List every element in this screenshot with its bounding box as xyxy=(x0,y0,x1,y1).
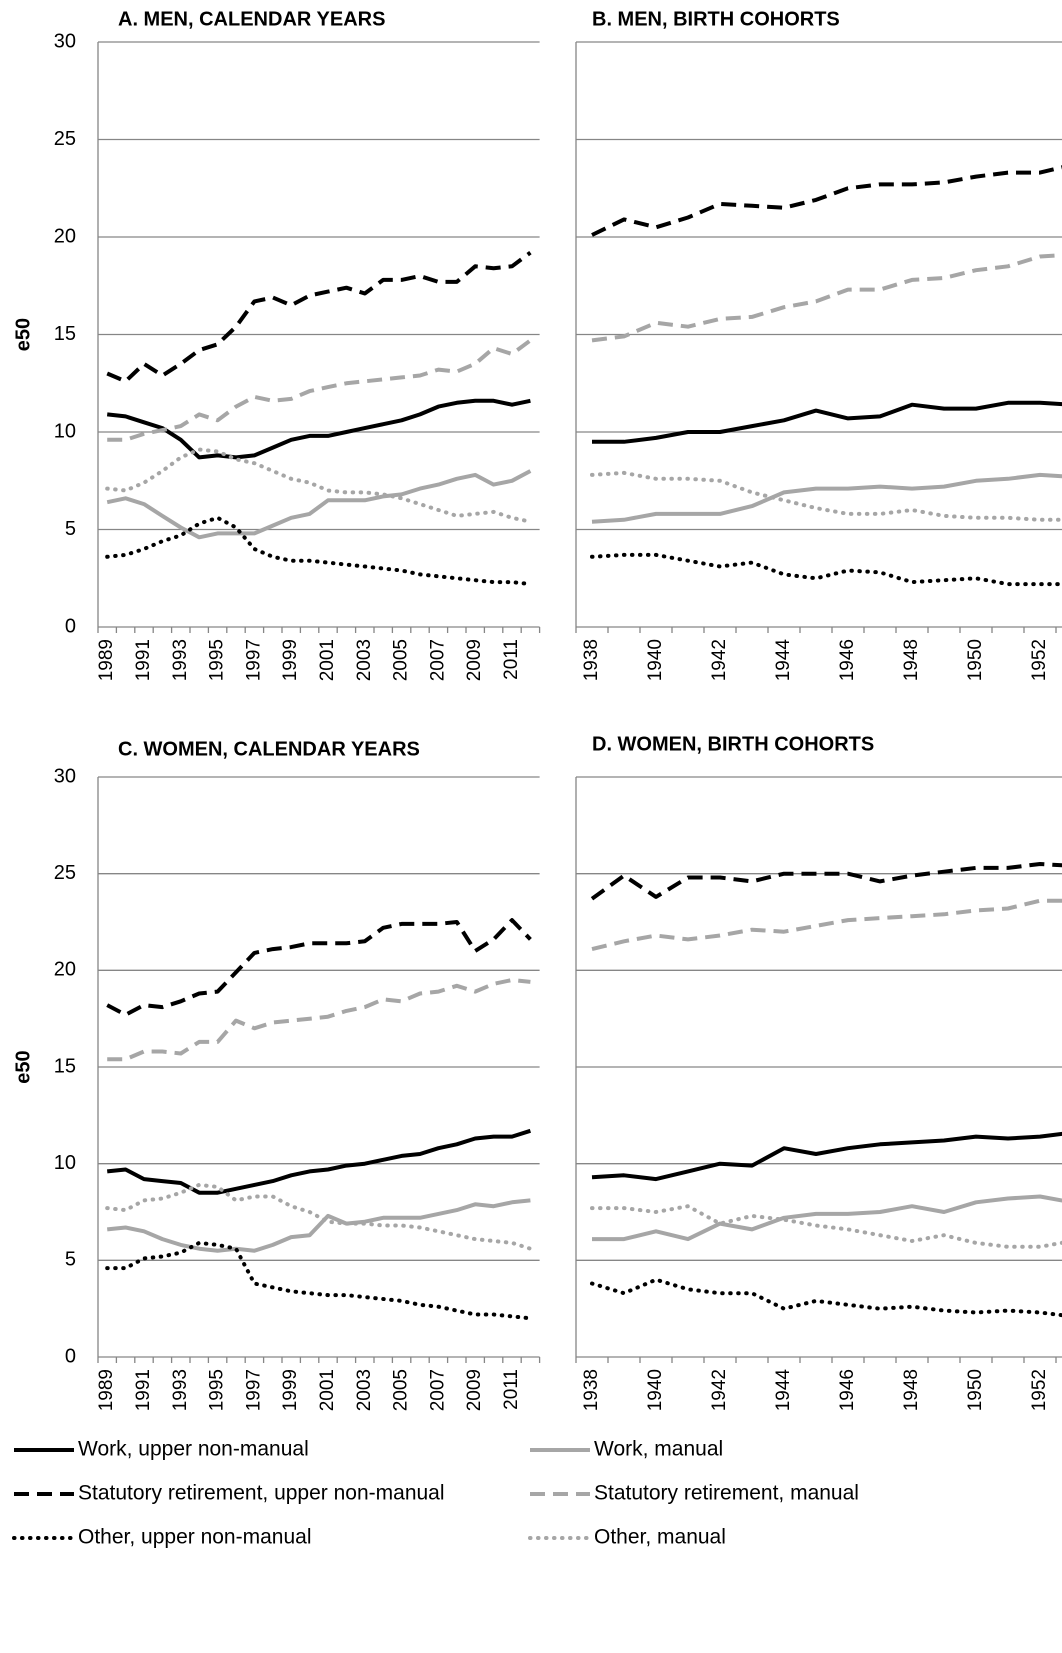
x-tick-label: 2001 xyxy=(317,1369,338,1411)
x-tick-label: 1938 xyxy=(581,1369,602,1411)
series-line xyxy=(105,447,533,524)
x-tick-label: 1952 xyxy=(1029,1369,1050,1411)
x-tick-label: 2011 xyxy=(501,1369,522,1410)
series-line xyxy=(105,1182,533,1251)
x-tick-label: 1995 xyxy=(207,1369,228,1411)
y-axis-label: e50 xyxy=(12,318,34,351)
x-tick-label: 1948 xyxy=(901,1369,922,1411)
series-line xyxy=(105,1240,533,1321)
panel-title: B. MEN, BIRTH COHORTS xyxy=(592,8,840,30)
x-tick-label: 2007 xyxy=(427,639,448,681)
x-tick-label: 2001 xyxy=(317,639,338,681)
series-line xyxy=(106,398,531,460)
series-line xyxy=(592,400,1062,444)
x-tick-label: 1989 xyxy=(96,639,117,681)
legend-label: Statutory retirement, upper non-manual xyxy=(78,1482,445,1505)
y-tick-label: 5 xyxy=(65,518,76,540)
x-tick-label: 1995 xyxy=(207,639,228,681)
x-tick-label: 1989 xyxy=(96,1369,117,1411)
series-line xyxy=(105,515,533,587)
y-tick-label: 30 xyxy=(54,765,76,787)
x-tick-label: 2007 xyxy=(427,1369,448,1411)
series-line xyxy=(591,472,1062,524)
panel-title: C. WOMEN, CALENDAR YEARS xyxy=(118,738,420,760)
legend-label: Statutory retirement, manual xyxy=(594,1482,859,1505)
panel: B. MEN, BIRTH COHORTS 1938 1940 1942 1944 194… xyxy=(575,8,1062,682)
series-line xyxy=(106,469,532,540)
x-tick-label: 2009 xyxy=(464,639,485,681)
series-line xyxy=(590,470,1062,522)
y-tick-label: 10 xyxy=(54,420,76,442)
series-line xyxy=(590,862,1062,901)
y-tick-label: 30 xyxy=(54,30,76,52)
legend-label: Other, upper non-manual xyxy=(78,1526,311,1549)
legend-label: Work, manual xyxy=(594,1438,723,1461)
x-tick-label: 1999 xyxy=(280,1369,301,1411)
x-tick-label: 1999 xyxy=(280,639,301,681)
y-tick-label: 15 xyxy=(54,1055,76,1077)
y-tick-label: 25 xyxy=(54,862,76,884)
series-line xyxy=(590,1277,1062,1318)
x-tick-label: 1993 xyxy=(170,639,191,681)
y-tick-label: 25 xyxy=(54,128,76,150)
x-tick-label: 1993 xyxy=(170,1369,191,1411)
x-tick-label: 1938 xyxy=(581,639,602,681)
x-tick-label: 1940 xyxy=(645,639,666,681)
y-tick-label: 20 xyxy=(54,225,76,247)
panel: C. WOMEN, CALENDAR YEARS 0 5 10 15 20 25 30 e50 1… xyxy=(12,738,541,1411)
x-tick-label: 1944 xyxy=(773,1369,794,1412)
x-tick-label: 1952 xyxy=(1029,639,1050,681)
x-tick-label: 2005 xyxy=(391,1369,412,1411)
x-tick-label: 1950 xyxy=(965,1369,986,1411)
panel: D. WOMEN, BIRTH COHORTS 1938 1940 1942 1944 1… xyxy=(575,733,1062,1412)
panel-title: D. WOMEN, BIRTH COHORTS xyxy=(592,733,874,755)
x-tick-label: 1991 xyxy=(133,639,154,681)
x-tick-label: 1991 xyxy=(133,1369,154,1411)
x-tick-label: 1997 xyxy=(243,1369,264,1411)
y-axis-label: e50 xyxy=(12,1050,34,1083)
series-line xyxy=(592,1194,1062,1242)
x-tick-label: 1942 xyxy=(709,639,730,681)
x-tick-label: 1944 xyxy=(773,639,794,682)
y-tick-label: 5 xyxy=(65,1249,76,1271)
panel: A. MEN, CALENDAR YEARS 0 5 10 15 20 25 30 e50 198… xyxy=(12,8,541,681)
series-line xyxy=(107,978,531,1062)
series-line xyxy=(106,1128,532,1195)
x-tick-label: 2005 xyxy=(391,639,412,681)
series-line xyxy=(590,1204,1062,1249)
y-tick-label: 20 xyxy=(54,959,76,981)
series-line xyxy=(106,918,532,1017)
y-tick-label: 15 xyxy=(54,323,76,345)
x-tick-label: 2011 xyxy=(501,639,522,680)
y-tick-label: 10 xyxy=(54,1152,76,1174)
series-line xyxy=(590,552,1062,587)
series-line xyxy=(591,253,1062,343)
x-tick-label: 1950 xyxy=(965,639,986,681)
series-line xyxy=(106,250,532,384)
series-line xyxy=(107,338,532,442)
y-tick-label: 0 xyxy=(65,1345,76,1367)
x-tick-label: 1948 xyxy=(901,639,922,681)
series-line xyxy=(591,1131,1062,1182)
series-line xyxy=(591,898,1062,952)
legend-label: Work, upper non-manual xyxy=(78,1438,309,1461)
x-tick-label: 1997 xyxy=(243,639,264,681)
series-line xyxy=(106,1198,531,1253)
x-tick-label: 2003 xyxy=(354,1369,375,1411)
x-tick-label: 1942 xyxy=(709,1369,730,1411)
x-tick-label: 2003 xyxy=(354,639,375,681)
x-tick-label: 2009 xyxy=(464,1369,485,1411)
x-tick-label: 1940 xyxy=(645,1369,666,1411)
y-tick-label: 0 xyxy=(65,615,76,637)
legend-label: Other, manual xyxy=(594,1526,726,1549)
x-tick-label: 1946 xyxy=(837,1369,858,1411)
panel-title: A. MEN, CALENDAR YEARS xyxy=(118,8,385,30)
x-tick-label: 1946 xyxy=(837,639,858,681)
